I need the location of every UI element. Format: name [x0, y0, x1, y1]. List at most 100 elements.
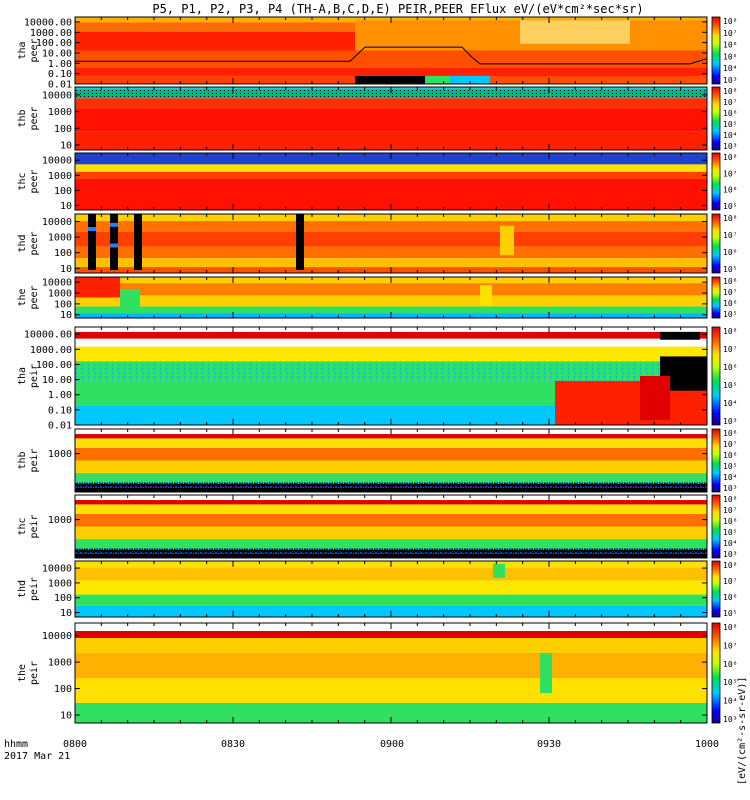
colorbar-level-the-peir-2: 10⁶: [723, 660, 737, 669]
colorbar-level-the-peer-0: 10⁸: [723, 277, 737, 286]
colorbar-level-thb-peir-0: 10⁸: [723, 429, 737, 438]
colorbar-level-the-peir-0: 10⁸: [723, 623, 737, 632]
colorbar-level-the-peer-3: 10⁵: [723, 310, 737, 319]
colorbar-thc-peer: [711, 152, 721, 211]
colorbar-level-tha-peir-2: 10⁶: [723, 363, 737, 372]
panel-label-thc-peer-species: peer: [29, 169, 40, 193]
colorbar-level-thb-peir-2: 10⁶: [723, 451, 737, 460]
panel-label-thd-peir-probe: thd: [17, 580, 28, 598]
y-tick-label-the-peir-2: 100: [54, 684, 72, 695]
panel-label-thd-peer-species: peer: [29, 231, 40, 255]
y-tick-label-the-peir-1: 1000: [48, 658, 72, 669]
potential-line-tha: [75, 46, 708, 65]
panel-label-the-peer-probe: the: [17, 288, 28, 306]
colorbar-level-tha-peer-4: 10⁴: [723, 64, 737, 73]
colorbar-level-thb-peer-3: 10⁵: [723, 120, 737, 129]
panel-label-thd-peir-species: peir: [29, 577, 40, 601]
colorbar-level-thb-peir-1: 10⁷: [723, 440, 737, 449]
colorbar-thb-peir: [711, 428, 721, 493]
y-tick-label-thb-peer-0: 10000: [42, 90, 72, 101]
y-tick-label-tha-peer-2: 100.00: [36, 38, 72, 49]
panel-label-thb-peir-species: peir: [29, 448, 40, 472]
y-tick-label-the-peer-3: 10: [60, 310, 72, 321]
colorbar-level-tha-peir-0: 10⁸: [723, 327, 737, 336]
colorbar-level-tha-peir-3: 10⁵: [723, 381, 737, 390]
colorbar-level-thd-peer-2: 10⁶: [723, 248, 737, 257]
colorbar-level-thb-peer-4: 10⁴: [723, 131, 737, 140]
colorbar-unit-label: [eV/(cm²-s-sr-eV)]: [737, 677, 748, 785]
y-tick-label-the-peir-3: 10: [60, 711, 72, 722]
y-tick-label-thd-peer-0: 10000: [42, 217, 72, 228]
date-label: 2017 Mar 21: [4, 751, 70, 762]
y-tick-label-the-peer-2: 100: [54, 299, 72, 310]
panel-thb-peir: 1000 thb peir 10⁸ 10⁷ 10⁶ 10⁵ 10⁴ 10³: [17, 428, 737, 493]
y-tick-label-tha-peir-0: 10000.00: [24, 330, 72, 341]
x-axis: 0800 0830 0900 0930 1000 hhmm 2017 Mar 2…: [4, 739, 719, 762]
panel-label-the-peir-probe: the: [17, 664, 28, 682]
colorbar-level-the-peir-1: 10⁷: [723, 641, 737, 650]
panel-label-thc-peer-probe: thc: [17, 172, 28, 190]
colorbar-thb-peer: [711, 86, 721, 151]
spectrogram-thd-peer: [75, 214, 707, 273]
colorbar-level-thc-peir-2: 10⁶: [723, 517, 737, 526]
y-tick-label-tha-peir-4: 1.00: [48, 390, 72, 401]
panel-label-thc-peir-species: peir: [29, 514, 40, 538]
y-tick-label-the-peer-1: 1000: [48, 289, 72, 300]
colorbar-the-peer: [711, 276, 721, 319]
colorbar-level-thd-peer-1: 10⁷: [723, 231, 737, 240]
spectrogram-tha-peir: [75, 327, 707, 425]
colorbar-level-thd-peir-2: 10⁶: [723, 593, 737, 602]
x-tick-label-0800: 0800: [63, 739, 87, 750]
colorbar-level-thc-peer-2: 10⁶: [723, 186, 737, 195]
panel-label-thd-peer-probe: thd: [17, 234, 28, 252]
x-tick-label-0900: 0900: [380, 739, 404, 750]
y-tick-label-thb-peir-0: 1000: [48, 449, 72, 460]
y-tick-label-the-peer-0: 10000: [42, 278, 72, 289]
y-tick-label-thb-peer-1: 1000: [48, 107, 72, 118]
spectrogram-tha-peer: [75, 17, 708, 84]
panel-label-tha-peer-probe: tha: [17, 41, 28, 59]
colorbar-level-the-peer-1: 10⁷: [723, 288, 737, 297]
colorbar-level-tha-peer-1: 10⁷: [723, 29, 737, 38]
y-tick-label-thc-peer-3: 10: [60, 201, 72, 212]
y-tick-label-thb-peer-3: 10: [60, 140, 72, 151]
panel-thc-peer: 10000 1000 100 10 thc peer 10⁸ 10⁷ 10⁶ 10⁵: [17, 152, 737, 212]
y-tick-label-thd-peer-1: 1000: [48, 233, 72, 244]
colorbar-level-the-peir-5: 10³: [723, 715, 737, 724]
panel-label-the-peir-species: peir: [29, 661, 40, 685]
y-tick-label-thc-peer-0: 10000: [42, 156, 72, 167]
panel-thd-peer: 10000 1000 100 10 thd peer 10⁸ 10⁷ 10⁶ 10⁵: [17, 213, 737, 275]
y-tick-label-tha-peir-1: 1000.00: [30, 345, 72, 356]
panel-label-the-peer-species: peer: [29, 285, 40, 309]
colorbar-tha-peir: [711, 326, 721, 426]
colorbar-level-thb-peer-1: 10⁷: [723, 98, 737, 107]
y-tick-label-thd-peer-2: 100: [54, 248, 72, 259]
y-tick-label-the-peir-0: 10000: [42, 631, 72, 642]
colorbar-level-tha-peer-0: 10⁸: [723, 17, 737, 26]
colorbar-thd-peer: [711, 213, 721, 274]
colorbar-level-thb-peir-3: 10⁵: [723, 462, 737, 471]
spectrogram-thb-peer: [75, 87, 707, 150]
colorbar-level-thc-peer-1: 10⁷: [723, 169, 737, 178]
y-tick-label-tha-peer-1: 1000.00: [30, 28, 72, 39]
y-tick-label-thd-peir-3: 10: [60, 608, 72, 619]
colorbar-level-tha-peir-5: 10³: [723, 417, 737, 426]
colorbar-level-thc-peer-3: 10⁵: [723, 202, 737, 211]
y-tick-label-tha-peir-6: 0.01: [48, 421, 72, 432]
panel-label-thb-peer-species: peer: [29, 106, 40, 130]
colorbar-level-thd-peir-0: 10⁸: [723, 561, 737, 570]
y-tick-label-thb-peer-2: 100: [54, 124, 72, 135]
chart-title: P5, P1, P2, P3, P4 (TH-A,B,C,D,E) PEIR,P…: [152, 2, 643, 16]
colorbar-level-thc-peer-0: 10⁸: [723, 153, 737, 162]
colorbar-level-thd-peer-3: 10⁵: [723, 265, 737, 274]
colorbar-level-tha-peir-4: 10⁴: [723, 399, 737, 408]
y-tick-label-thd-peir-1: 1000: [48, 578, 72, 589]
colorbar-level-thc-peir-5: 10³: [723, 550, 737, 559]
colorbar-level-the-peir-3: 10⁵: [723, 678, 737, 687]
colorbar-level-thd-peir-3: 10⁵: [723, 609, 737, 618]
colorbar-level-tha-peer-2: 10⁶: [723, 41, 737, 50]
y-tick-label-tha-peir-3: 10.00: [42, 375, 72, 386]
spectrogram-thc-peer: [75, 153, 707, 210]
y-tick-label-thc-peer-1: 1000: [48, 171, 72, 182]
